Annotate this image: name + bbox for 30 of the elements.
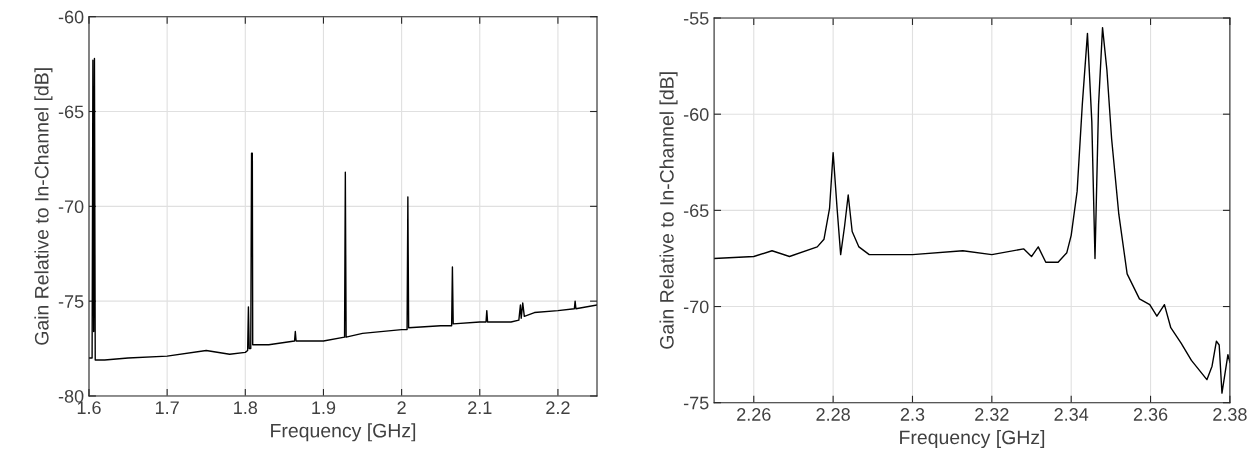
y-axis-title: Gain Relative to In-Channel [dB] — [34, 68, 53, 345]
x-tick-label: 2.1 — [468, 401, 492, 414]
x-tick-label: 2.36 — [1133, 408, 1168, 421]
y-tick-label: -75 — [58, 295, 84, 308]
x-axis-title: Frequency [GHz] — [271, 423, 416, 442]
x-tick-label: 2 — [397, 401, 406, 414]
x-tick-label: 2.26 — [737, 408, 771, 421]
y-tick-label: -65 — [58, 105, 84, 119]
y-tick-label: -60 — [58, 10, 84, 24]
x-tick-label: 2.28 — [816, 408, 850, 421]
x-tick-label: 2.34 — [1054, 408, 1089, 421]
x-tick-label: 1.9 — [312, 401, 336, 415]
x-tick-label: 2.3 — [900, 408, 925, 421]
y-tick-label: -70 — [58, 200, 84, 214]
x-tick-label: 2.38 — [1213, 408, 1247, 421]
y-tick-label: -75 — [683, 396, 709, 410]
y-tick-label: -60 — [683, 108, 709, 121]
line-series — [88, 57, 597, 361]
x-tick-label: 1.7 — [155, 401, 179, 414]
line-series — [714, 26, 1230, 394]
x-tick-label: 1.8 — [234, 401, 258, 415]
y-tick-label: -65 — [683, 204, 709, 218]
y-axis-title: Gain Relative to In-Channel [dB] — [659, 72, 678, 349]
y-tick-label: -70 — [683, 300, 709, 314]
x-tick-label: 2.2 — [546, 401, 570, 414]
x-axis-title: Frequency [GHz] — [900, 429, 1045, 449]
y-tick-label: -55 — [683, 12, 709, 25]
x-tick-label: 2.32 — [975, 408, 1009, 421]
y-tick-label: -80 — [58, 389, 84, 403]
x-tick-label: 1.6 — [77, 401, 101, 415]
